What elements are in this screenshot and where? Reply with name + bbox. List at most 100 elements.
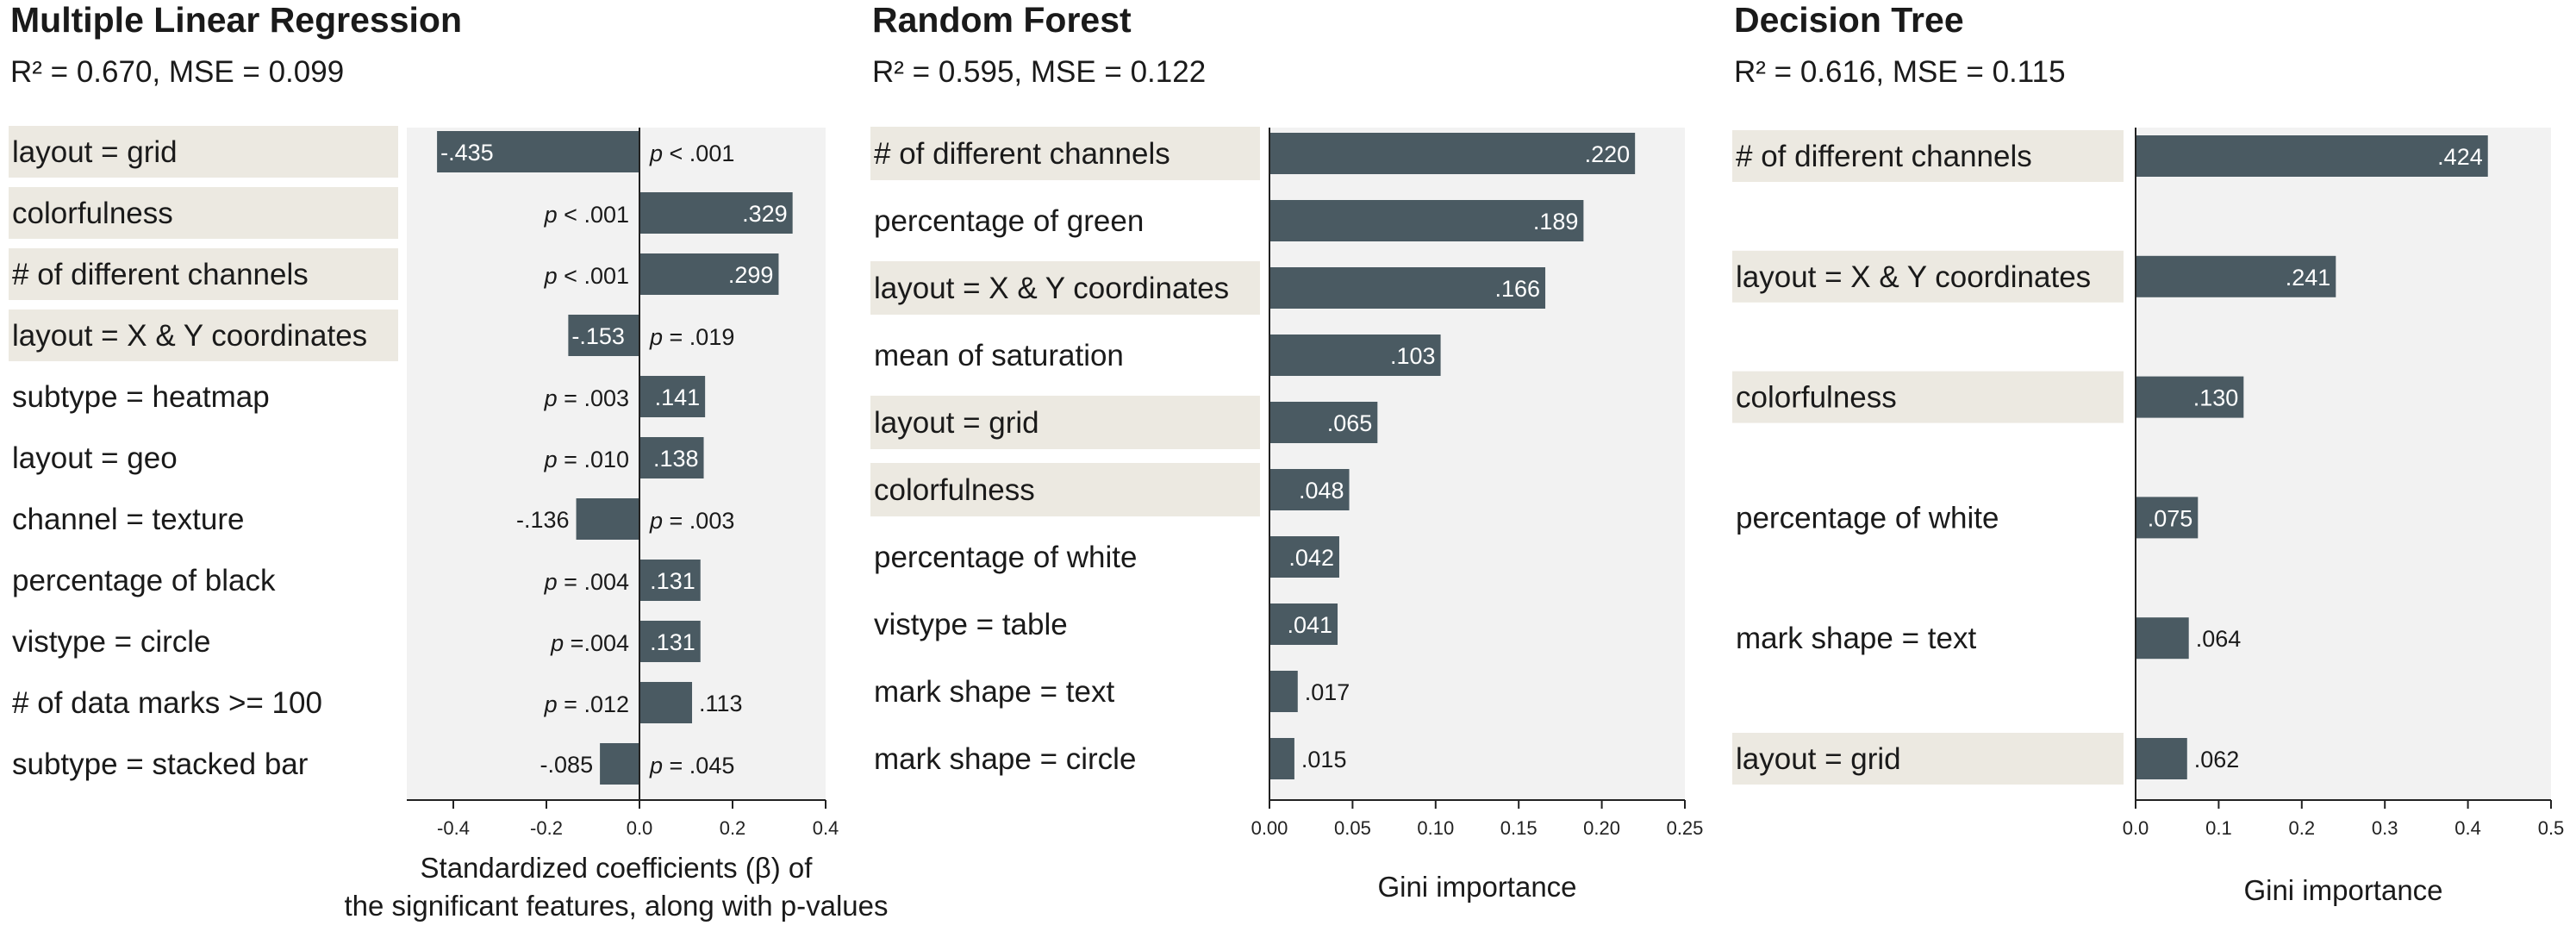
dt-subtitle: R² = 0.616, MSE = 0.115 [1734,55,2066,89]
p-value-label: p = .012 [544,691,629,717]
x-tick-label: 0.4 [2454,817,2481,839]
label-highlight [1732,371,2124,423]
dt-title: Decision Tree [1734,0,1964,40]
value-label: .130 [2193,385,2239,411]
category-label: # of data marks >= 100 [12,686,322,720]
rf-title: Random Forest [872,0,1132,40]
category-label: percentage of green [874,204,1144,238]
x-tick-label: 0.2 [2289,817,2316,839]
p-value-label: p = .019 [649,324,734,350]
value-label: .062 [2194,747,2240,772]
p-value-label: p = .010 [544,447,629,472]
category-label: colorfulness [874,473,1035,507]
x-tick-label: 0.1 [2205,817,2232,839]
value-label: .042 [1288,545,1334,571]
x-axis-title: Gini importance [1377,871,1576,903]
x-tick-label: 0.5 [2538,817,2565,839]
category-label: subtype = stacked bar [12,747,309,781]
x-axis-title: Gini importance [2243,874,2442,906]
x-tick-label: 0.2 [720,817,746,839]
value-label: -.153 [571,323,625,349]
category-label: # of different channels [12,258,309,291]
bar [639,376,706,417]
value-label: .113 [699,691,743,716]
x-tick-label: 0.10 [1417,817,1454,839]
dt-panel: Decision Tree R² = 0.616, MSE = 0.115 # … [1724,0,2576,938]
bar [1269,200,1584,241]
value-label: .220 [1585,141,1631,167]
x-tick-label: -0.2 [530,817,563,839]
category-label: mark shape = circle [874,742,1136,776]
rf-chart: # of different channels percentage of gre… [870,127,1704,903]
value-label: .041 [1287,612,1332,638]
bar [576,498,639,540]
value-label: .189 [1533,209,1579,234]
bar [1269,469,1350,510]
plot-background [407,128,826,800]
label-highlight [9,126,398,178]
bar [2136,617,2189,660]
category-label: layout = grid [12,135,178,169]
x-tick-label: 0.0 [2123,817,2149,839]
label-highlight [9,310,398,361]
category-label: colorfulness [1736,381,1897,415]
x-tick-label: 0.20 [1583,817,1620,839]
p-value-label: p = .003 [544,385,629,411]
value-label: .424 [2437,144,2483,170]
p-value-label: p < .001 [544,202,629,228]
category-label: vistype = circle [12,625,211,659]
category-label: layout = X & Y coordinates [1736,260,2091,294]
category-label: colorfulness [12,197,173,230]
rf-panel: Random Forest R² = 0.595, MSE = 0.122 # … [862,0,1724,938]
label-highlight [870,396,1260,449]
value-label: -.085 [540,752,594,778]
value-label: -.435 [440,140,494,166]
category-label: layout = grid [874,406,1039,440]
bar [639,437,704,478]
value-label: .141 [655,385,701,410]
value-label: .048 [1299,478,1344,503]
label-highlight [870,463,1260,516]
bar [639,192,793,234]
dt-chart: # of different channels layout = X & Y co… [1732,128,2565,906]
x-tick-label: 0.25 [1667,817,1704,839]
label-highlight [1732,250,2124,303]
label-highlight [9,187,398,239]
bar [1269,738,1294,779]
mlr-panel: Multiple Linear Regression R² = 0.670, M… [0,0,889,938]
x-tick-label: 0.4 [813,817,839,839]
plot-background [2136,128,2551,800]
bar [600,743,639,785]
x-axis-title: the significant features, along with p-v… [344,890,888,922]
mlr-title: Multiple Linear Regression [10,0,462,40]
bar [639,560,701,601]
bar [1269,402,1378,443]
bar [2136,135,2488,177]
p-value-label: p = .045 [649,753,734,779]
mlr-subtitle: R² = 0.670, MSE = 0.099 [10,55,345,89]
value-label: .131 [650,568,695,594]
value-label: -.136 [516,507,570,533]
label-highlight [9,248,398,300]
value-label: .065 [1327,410,1373,436]
value-label: .299 [728,262,774,288]
x-tick-label: 0.15 [1500,817,1537,839]
bar [1269,671,1298,712]
bar [1269,335,1441,376]
bar [1269,536,1339,578]
category-label: layout = X & Y coordinates [874,272,1229,305]
bar [2136,255,2336,297]
value-label: .131 [650,629,695,655]
p-value-label: p < .001 [649,141,734,166]
label-highlight [1732,130,2124,182]
rf-subtitle: R² = 0.595, MSE = 0.122 [872,55,1207,89]
bar [1269,603,1338,645]
x-tick-label: 0.3 [2372,817,2398,839]
bar [639,621,701,662]
value-label: .103 [1390,343,1436,369]
value-label: .015 [1301,747,1347,772]
bar [2136,497,2199,539]
bar [1269,267,1546,309]
value-label: .166 [1494,276,1540,302]
bar [1269,133,1636,174]
